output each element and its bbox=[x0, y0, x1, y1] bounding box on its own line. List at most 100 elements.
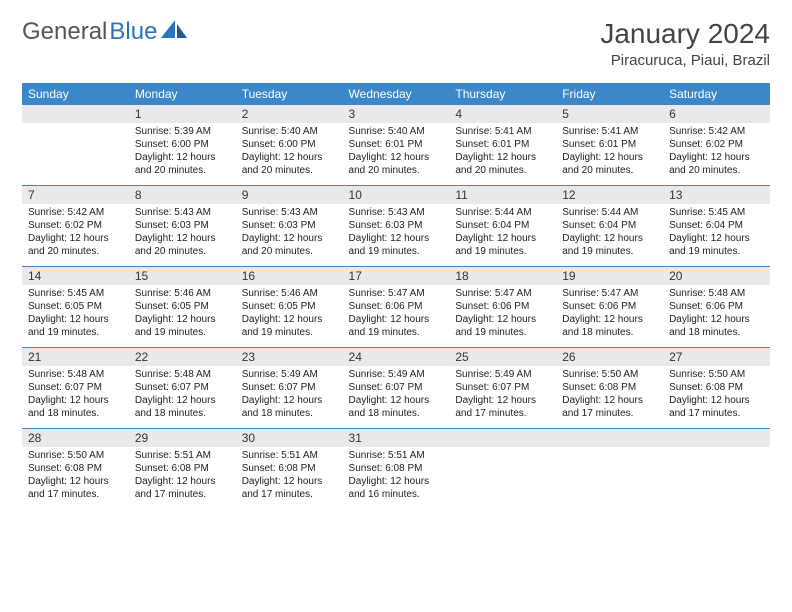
day-daylight1: Daylight: 12 hours bbox=[28, 475, 123, 488]
day-sunset: Sunset: 6:08 PM bbox=[242, 462, 337, 475]
day-sunset: Sunset: 6:06 PM bbox=[669, 300, 764, 313]
day-sunrise: Sunrise: 5:46 AM bbox=[242, 287, 337, 300]
day-detail-cell: Sunrise: 5:51 AMSunset: 6:08 PMDaylight:… bbox=[236, 447, 343, 509]
day-detail-cell: Sunrise: 5:46 AMSunset: 6:05 PMDaylight:… bbox=[129, 285, 236, 348]
day-number-cell: 9 bbox=[236, 186, 343, 204]
day-detail-cell: Sunrise: 5:47 AMSunset: 6:06 PMDaylight:… bbox=[556, 285, 663, 348]
day-number-cell: 3 bbox=[343, 105, 450, 123]
day-detail-cell: Sunrise: 5:51 AMSunset: 6:08 PMDaylight:… bbox=[129, 447, 236, 509]
day-daylight2: and 20 minutes. bbox=[669, 164, 764, 177]
day-detail-cell: Sunrise: 5:45 AMSunset: 6:05 PMDaylight:… bbox=[22, 285, 129, 348]
day-sunrise: Sunrise: 5:51 AM bbox=[135, 449, 230, 462]
day-detail-cell: Sunrise: 5:49 AMSunset: 6:07 PMDaylight:… bbox=[343, 366, 450, 429]
day-sunrise: Sunrise: 5:42 AM bbox=[669, 125, 764, 138]
day-sunset: Sunset: 6:01 PM bbox=[562, 138, 657, 151]
day-number-cell: 4 bbox=[449, 105, 556, 123]
day-daylight1: Daylight: 12 hours bbox=[28, 232, 123, 245]
day-sunrise: Sunrise: 5:48 AM bbox=[28, 368, 123, 381]
day-number-cell bbox=[22, 105, 129, 123]
day-sunset: Sunset: 6:06 PM bbox=[349, 300, 444, 313]
header: GeneralBlue January 2024 Piracuruca, Pia… bbox=[22, 18, 770, 69]
day-number-cell: 30 bbox=[236, 429, 343, 447]
day-sunset: Sunset: 6:07 PM bbox=[349, 381, 444, 394]
day-number-cell: 29 bbox=[129, 429, 236, 447]
day-number-cell: 11 bbox=[449, 186, 556, 204]
day-detail-cell bbox=[22, 123, 129, 186]
day-sunset: Sunset: 6:00 PM bbox=[135, 138, 230, 151]
day-sunset: Sunset: 6:06 PM bbox=[455, 300, 550, 313]
title-block: January 2024 Piracuruca, Piaui, Brazil bbox=[600, 18, 770, 69]
day-number-cell: 20 bbox=[663, 267, 770, 285]
day-number-cell: 24 bbox=[343, 348, 450, 366]
day-sunrise: Sunrise: 5:45 AM bbox=[669, 206, 764, 219]
day-daylight1: Daylight: 12 hours bbox=[562, 313, 657, 326]
day-sunset: Sunset: 6:03 PM bbox=[242, 219, 337, 232]
day-daylight1: Daylight: 12 hours bbox=[135, 475, 230, 488]
day-detail-cell: Sunrise: 5:48 AMSunset: 6:07 PMDaylight:… bbox=[22, 366, 129, 429]
day-number-cell: 26 bbox=[556, 348, 663, 366]
day-detail-cell: Sunrise: 5:47 AMSunset: 6:06 PMDaylight:… bbox=[343, 285, 450, 348]
day-detail-cell: Sunrise: 5:47 AMSunset: 6:06 PMDaylight:… bbox=[449, 285, 556, 348]
day-sunset: Sunset: 6:07 PM bbox=[28, 381, 123, 394]
day-sunrise: Sunrise: 5:51 AM bbox=[242, 449, 337, 462]
daynum-row: 123456 bbox=[22, 105, 770, 123]
day-sunrise: Sunrise: 5:47 AM bbox=[562, 287, 657, 300]
day-detail-cell: Sunrise: 5:42 AMSunset: 6:02 PMDaylight:… bbox=[663, 123, 770, 186]
day-sunrise: Sunrise: 5:50 AM bbox=[28, 449, 123, 462]
weekday-header: Sunday bbox=[22, 83, 129, 105]
day-daylight2: and 17 minutes. bbox=[455, 407, 550, 420]
day-sunrise: Sunrise: 5:44 AM bbox=[455, 206, 550, 219]
day-sunrise: Sunrise: 5:39 AM bbox=[135, 125, 230, 138]
day-daylight2: and 19 minutes. bbox=[242, 326, 337, 339]
logo-text-1: General bbox=[22, 18, 107, 46]
day-detail-cell: Sunrise: 5:48 AMSunset: 6:07 PMDaylight:… bbox=[129, 366, 236, 429]
day-sunrise: Sunrise: 5:46 AM bbox=[135, 287, 230, 300]
day-daylight1: Daylight: 12 hours bbox=[562, 151, 657, 164]
day-number-cell: 12 bbox=[556, 186, 663, 204]
day-daylight1: Daylight: 12 hours bbox=[28, 394, 123, 407]
day-number-cell: 18 bbox=[449, 267, 556, 285]
day-number-cell: 1 bbox=[129, 105, 236, 123]
day-sunrise: Sunrise: 5:51 AM bbox=[349, 449, 444, 462]
day-sunrise: Sunrise: 5:49 AM bbox=[455, 368, 550, 381]
day-number-cell: 10 bbox=[343, 186, 450, 204]
day-sunrise: Sunrise: 5:40 AM bbox=[242, 125, 337, 138]
day-daylight2: and 20 minutes. bbox=[349, 164, 444, 177]
day-number-cell: 6 bbox=[663, 105, 770, 123]
day-sunset: Sunset: 6:01 PM bbox=[349, 138, 444, 151]
day-detail-cell: Sunrise: 5:46 AMSunset: 6:05 PMDaylight:… bbox=[236, 285, 343, 348]
day-sunset: Sunset: 6:04 PM bbox=[562, 219, 657, 232]
day-sunrise: Sunrise: 5:43 AM bbox=[349, 206, 444, 219]
day-sunrise: Sunrise: 5:41 AM bbox=[562, 125, 657, 138]
day-daylight2: and 17 minutes. bbox=[28, 488, 123, 501]
day-daylight2: and 18 minutes. bbox=[28, 407, 123, 420]
day-sunrise: Sunrise: 5:47 AM bbox=[349, 287, 444, 300]
logo-text-2: Blue bbox=[109, 18, 157, 46]
day-number-cell: 31 bbox=[343, 429, 450, 447]
day-sunset: Sunset: 6:08 PM bbox=[669, 381, 764, 394]
day-detail-cell: Sunrise: 5:43 AMSunset: 6:03 PMDaylight:… bbox=[343, 204, 450, 267]
day-daylight2: and 19 minutes. bbox=[455, 326, 550, 339]
day-daylight2: and 19 minutes. bbox=[455, 245, 550, 258]
day-number-cell: 27 bbox=[663, 348, 770, 366]
day-daylight1: Daylight: 12 hours bbox=[135, 151, 230, 164]
day-sunrise: Sunrise: 5:48 AM bbox=[669, 287, 764, 300]
day-number-cell: 8 bbox=[129, 186, 236, 204]
day-daylight2: and 17 minutes. bbox=[135, 488, 230, 501]
day-detail-cell: Sunrise: 5:49 AMSunset: 6:07 PMDaylight:… bbox=[449, 366, 556, 429]
day-daylight1: Daylight: 12 hours bbox=[242, 151, 337, 164]
day-sunrise: Sunrise: 5:43 AM bbox=[242, 206, 337, 219]
day-number-cell: 22 bbox=[129, 348, 236, 366]
day-sunset: Sunset: 6:02 PM bbox=[669, 138, 764, 151]
day-sunset: Sunset: 6:08 PM bbox=[135, 462, 230, 475]
day-daylight2: and 18 minutes. bbox=[349, 407, 444, 420]
day-daylight2: and 18 minutes. bbox=[242, 407, 337, 420]
month-title: January 2024 bbox=[600, 18, 770, 50]
day-daylight2: and 16 minutes. bbox=[349, 488, 444, 501]
day-daylight1: Daylight: 12 hours bbox=[455, 232, 550, 245]
daynum-row: 14151617181920 bbox=[22, 267, 770, 285]
day-daylight2: and 19 minutes. bbox=[349, 326, 444, 339]
day-number-cell: 28 bbox=[22, 429, 129, 447]
day-sunset: Sunset: 6:02 PM bbox=[28, 219, 123, 232]
day-daylight1: Daylight: 12 hours bbox=[242, 475, 337, 488]
